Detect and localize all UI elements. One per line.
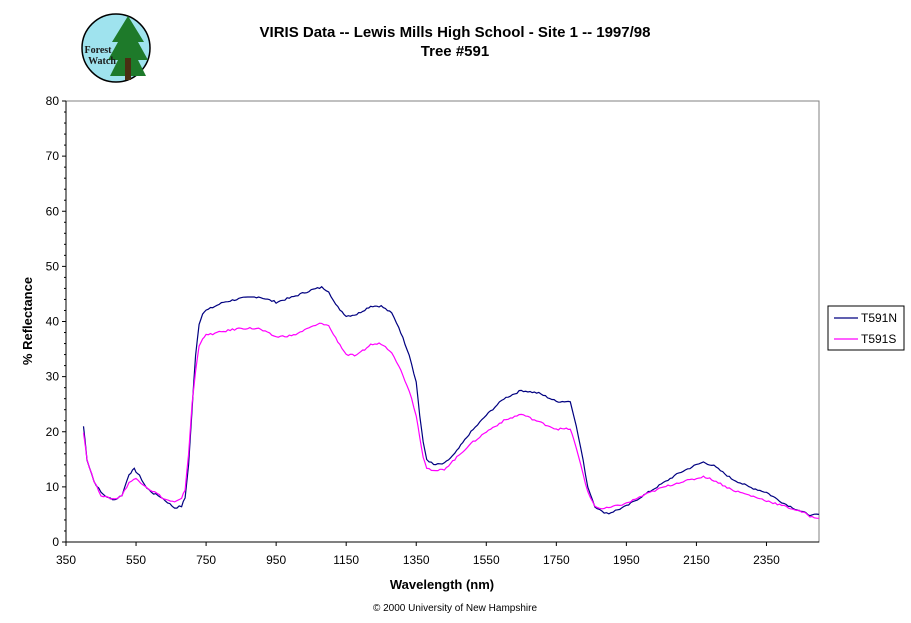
y-tick-label: 30 — [46, 370, 60, 384]
tree-icon — [108, 16, 148, 80]
chart-title: VIRIS Data -- Lewis Mills High School - … — [260, 24, 651, 41]
chart-subtitle: Tree #591 — [421, 43, 489, 60]
y-tick-label: 0 — [52, 535, 59, 549]
x-axis-ticks: 350 550 750 950 1150 1350 1550 1750 1950 2150 2350 — [56, 542, 780, 567]
x-tick-label: 2150 — [683, 553, 710, 567]
y-tick-label: 20 — [46, 425, 60, 439]
x-tick-label: 2350 — [753, 553, 780, 567]
y-tick-label: 80 — [46, 94, 60, 108]
x-tick-label: 1950 — [613, 553, 640, 567]
plot-area — [65, 100, 820, 543]
y-axis-label: % Reflectance — [20, 277, 35, 365]
series-layer — [82, 285, 820, 519]
x-tick-label: 1150 — [333, 553, 359, 567]
x-axis-label: Wavelength (nm) — [390, 577, 494, 592]
y-tick-label: 60 — [46, 204, 60, 218]
copyright-text: © 2000 University of New Hampshire — [373, 603, 538, 614]
legend-label-t591s: T591S — [861, 332, 896, 346]
y-axis-ticks: 0 10 20 30 40 50 60 70 80 — [46, 94, 66, 549]
logo-text-line1: Forest — [84, 45, 112, 56]
x-tick-label: 1550 — [473, 553, 500, 567]
y-tick-label: 50 — [46, 259, 60, 273]
x-tick-label: 550 — [126, 553, 146, 567]
forest-watch-logo: Forest Watch — [81, 13, 151, 83]
series-line-t591n — [82, 285, 820, 517]
y-tick-label: 70 — [46, 149, 60, 163]
x-tick-label: 1350 — [403, 553, 430, 567]
x-tick-label: 950 — [266, 553, 286, 567]
legend: T591N T591S — [827, 305, 905, 351]
x-tick-label: 350 — [56, 553, 76, 567]
x-tick-label: 750 — [196, 553, 216, 567]
x-tick-label: 1750 — [543, 553, 570, 567]
logo-text-line2: Watch — [88, 56, 116, 67]
y-tick-label: 40 — [46, 315, 60, 329]
series-line-t591s — [82, 322, 820, 519]
y-tick-label: 10 — [46, 480, 60, 494]
legend-box — [827, 305, 905, 351]
legend-label-t591n: T591N — [861, 311, 897, 325]
